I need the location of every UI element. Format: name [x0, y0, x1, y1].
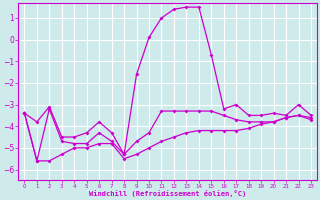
X-axis label: Windchill (Refroidissement éolien,°C): Windchill (Refroidissement éolien,°C)	[89, 190, 246, 197]
